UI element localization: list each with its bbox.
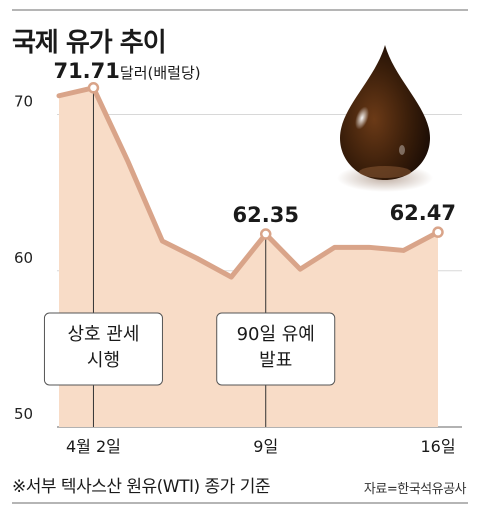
x-tick-label: 4월 2일: [66, 437, 121, 456]
annotation-box: [216, 312, 336, 386]
top-rule: [12, 9, 468, 11]
annotation-text: 90일 유예: [237, 324, 315, 345]
annotation-box: [43, 312, 163, 386]
x-tick-label: 9일: [253, 437, 278, 456]
footnote: ※서부 텍사스산 원유(WTI) 종가 기준: [12, 477, 271, 497]
annotation-text: 발표: [259, 350, 292, 371]
value-label: 62.35: [233, 203, 299, 227]
annotation-text: 상호 관세: [67, 324, 139, 345]
data-point-marker: [432, 226, 444, 238]
data-point-marker: [259, 228, 272, 240]
oil-drop-icon: [337, 45, 433, 192]
series-line: [56, 85, 441, 280]
y-tick-label: 50: [14, 405, 33, 423]
bottom-rule: [12, 502, 468, 504]
source-credit: 자료=한국석유공사: [363, 482, 467, 497]
value-label: 71.71달러(배럴당): [53, 59, 200, 83]
chart-title: 국제 유가 추이: [12, 28, 167, 58]
y-tick-label: 60: [14, 249, 33, 267]
value-label: 62.47: [390, 201, 456, 225]
data-point-marker: [87, 82, 100, 94]
annotation-text: 시행: [87, 350, 120, 371]
y-tick-label: 70: [14, 93, 33, 111]
x-tick-label: 16일: [420, 437, 455, 456]
